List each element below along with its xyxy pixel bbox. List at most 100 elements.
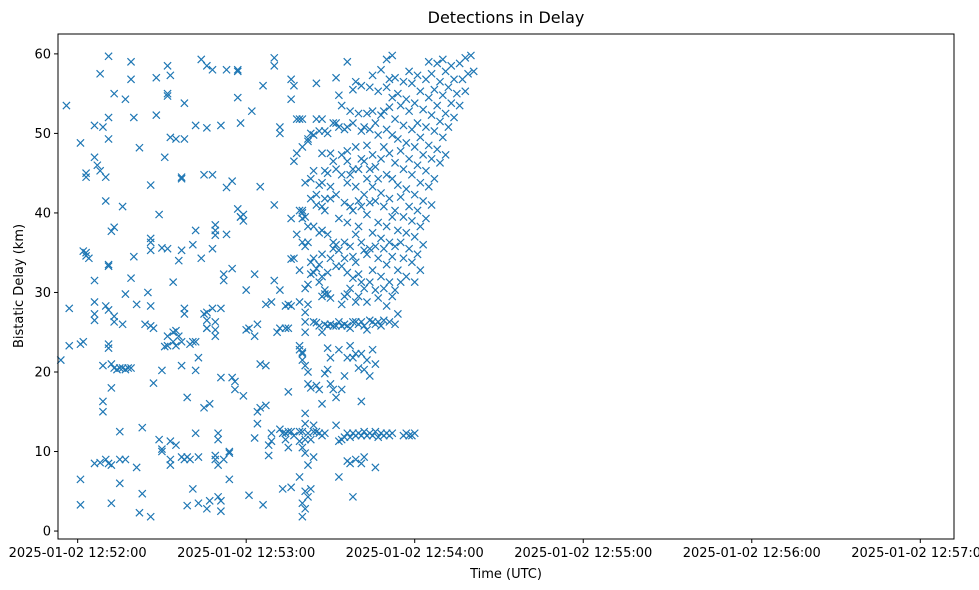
data-point [121, 455, 130, 464]
data-point [171, 341, 180, 350]
data-point [101, 173, 110, 182]
data-point [132, 463, 141, 472]
data-point [301, 487, 310, 496]
x-axis-title: Time (UTC) [469, 567, 542, 582]
data-point [284, 443, 293, 452]
data-point [348, 274, 357, 283]
data-point [340, 371, 349, 380]
data-point [323, 344, 332, 353]
data-point [202, 61, 211, 70]
data-point [424, 57, 433, 66]
data-point [211, 455, 220, 464]
data-point [365, 83, 374, 92]
data-point [146, 246, 155, 255]
data-point [253, 407, 262, 416]
data-point [329, 157, 338, 166]
data-point [298, 115, 307, 124]
data-point [301, 328, 310, 337]
data-point [391, 242, 400, 251]
data-point [329, 385, 338, 394]
data-point [191, 366, 200, 375]
data-point [410, 429, 419, 438]
data-point [303, 429, 313, 438]
data-point [191, 337, 200, 346]
data-point [407, 216, 416, 225]
data-point [379, 107, 388, 116]
data-point [250, 433, 259, 443]
data-point [410, 278, 419, 287]
data-point [391, 115, 400, 124]
data-point [312, 264, 321, 273]
data-point [191, 121, 200, 130]
data-point [371, 242, 380, 251]
x-axis: 2025-01-02 12:52:00 2025-01-02 12:53:00 20… [9, 539, 979, 561]
data-point [393, 266, 402, 275]
data-point [357, 238, 366, 247]
data-point [270, 276, 279, 285]
data-point [416, 222, 425, 231]
data-point [191, 429, 200, 438]
data-point [166, 437, 175, 446]
data-point [461, 87, 470, 96]
data-point [405, 107, 414, 116]
data-point [368, 431, 377, 440]
data-point [309, 268, 318, 277]
data-point [441, 150, 450, 159]
data-point [90, 316, 99, 325]
data-point [115, 363, 124, 373]
data-point [318, 399, 327, 408]
data-point [278, 429, 287, 438]
data-point [270, 200, 279, 210]
data-point [76, 138, 85, 147]
data-point [332, 73, 341, 82]
data-point [303, 134, 313, 144]
data-point [374, 317, 383, 326]
data-point [376, 321, 386, 330]
data-point [376, 272, 386, 281]
data-point [354, 222, 363, 231]
data-point [334, 472, 343, 481]
data-point [421, 166, 430, 175]
data-point [174, 332, 183, 341]
data-point [239, 216, 248, 225]
data-point [312, 381, 321, 390]
data-point [348, 119, 357, 128]
data-point [334, 123, 343, 132]
y-tick-label: 0 [43, 525, 51, 540]
data-point [295, 115, 304, 124]
data-point [385, 238, 394, 247]
data-point [343, 157, 352, 166]
data-point [191, 226, 200, 235]
data-point [396, 238, 405, 247]
data-point [332, 421, 341, 430]
data-point [233, 93, 242, 102]
data-point [348, 353, 357, 362]
data-point [177, 361, 186, 370]
data-point [264, 451, 273, 460]
data-point [216, 121, 225, 130]
data-point [365, 198, 374, 207]
data-point [309, 453, 318, 462]
data-point [261, 361, 270, 370]
data-point [194, 453, 203, 462]
data-point [250, 332, 259, 341]
data-point [391, 286, 400, 295]
data-point [385, 149, 394, 158]
data-point [368, 266, 377, 275]
data-point [382, 301, 391, 311]
data-point [393, 89, 402, 98]
data-point [208, 170, 217, 179]
data-point [382, 222, 391, 231]
data-point [413, 119, 422, 128]
data-point [326, 379, 335, 388]
data-point [90, 153, 99, 162]
data-point [138, 489, 147, 498]
data-point [430, 126, 439, 136]
data-point [303, 367, 313, 377]
data-point [233, 65, 242, 74]
data-point [292, 230, 301, 239]
data-point [295, 472, 304, 481]
data-point [424, 182, 433, 191]
data-point [360, 453, 369, 462]
data-point [410, 232, 419, 241]
